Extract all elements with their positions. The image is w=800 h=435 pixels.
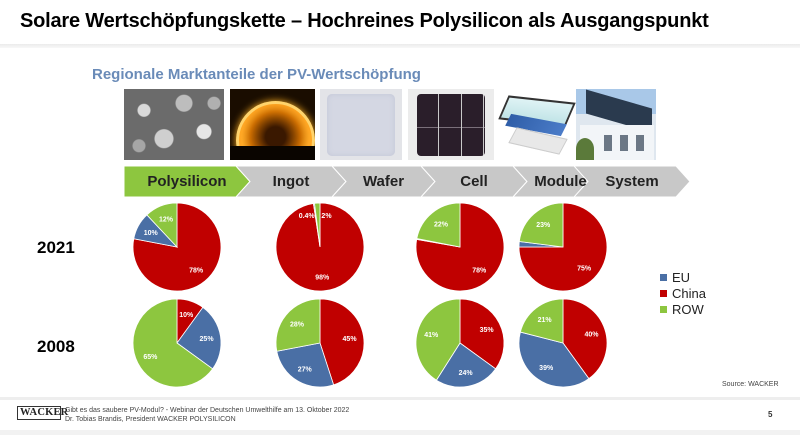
module-layers-image	[496, 89, 576, 160]
slice-row	[518, 202, 564, 248]
chain-step-wafer: Wafer	[332, 166, 435, 197]
slice-label: 0.3%	[418, 213, 435, 220]
slice-china	[562, 298, 608, 380]
legend-item-eu: EU	[660, 269, 706, 285]
slice-label: 10%	[144, 230, 159, 237]
slice-label: 25%	[200, 336, 215, 343]
wafer-image	[320, 89, 402, 160]
chain-step-polysilicon: Polysilicon	[124, 166, 250, 197]
chain-step-system: System	[574, 166, 690, 197]
pie-ingot-2008: 45% 27% 28%	[275, 298, 365, 388]
slice-label: 40%	[584, 331, 599, 338]
source-note: Source: WACKER	[722, 381, 779, 388]
slice-label: 2%	[524, 213, 535, 220]
footer-text: Gibt es das saubere PV-Modul? - Webinar …	[65, 406, 349, 424]
slide-title: Solare Wertschöpfungskette – Hochreines …	[20, 10, 709, 32]
slice-eu	[435, 342, 497, 388]
slice-label: 65%	[143, 354, 158, 361]
row-swatch	[660, 305, 667, 313]
eu-swatch	[660, 273, 667, 281]
slice-label: 28%	[290, 321, 305, 328]
chart-subtitle: Regionale Marktanteile der PV-Wertschöpf…	[92, 66, 421, 83]
slice-china	[459, 298, 505, 370]
house-pv-system-image	[576, 89, 656, 160]
slice-row	[132, 298, 214, 388]
slice-row	[275, 298, 321, 352]
pie-module-2021: 75% 2%23%	[518, 202, 608, 292]
slice-label: 45%	[343, 336, 358, 343]
slice-label: 98%	[315, 274, 330, 281]
footer-line-2: Dr. Tobias Brandis, President WACKER POL…	[65, 416, 236, 423]
chain-step-ingot: Ingot	[236, 166, 346, 197]
slice-label: 39%	[539, 365, 554, 372]
footer-line-1: Gibt es das saubere PV-Modul? - Webinar …	[65, 407, 350, 414]
polysilicon-chunks-image	[124, 89, 224, 160]
legend: EU China ROW	[660, 269, 706, 317]
chain-step-label: Ingot	[272, 173, 310, 190]
value-chain-arrows: Polysilicon Ingot Wafer Cell Module System	[124, 166, 690, 197]
year-label-2008: 2008	[37, 337, 75, 356]
slice-label: 12%	[159, 217, 174, 224]
slice-china	[319, 298, 365, 386]
slice-label: 10%	[179, 312, 194, 319]
pie-cell-2008: 35% 24% 41%	[415, 298, 505, 388]
slice-label: 21%	[538, 317, 553, 324]
legend-item-row: ROW	[660, 301, 706, 317]
footer-bottom-bar	[0, 430, 800, 435]
pie-cell-2021: 78% 0.3%22%	[415, 202, 505, 292]
slice-china	[518, 202, 608, 292]
slice-label: 41%	[424, 332, 439, 339]
chain-step-cell: Cell	[421, 166, 527, 197]
legend-item-china: China	[660, 285, 706, 301]
solar-cell-image	[408, 89, 494, 160]
chain-step-label: Module	[534, 173, 587, 190]
slice-row	[519, 298, 564, 344]
ingot-furnace-image	[230, 89, 315, 160]
slice-row	[146, 202, 178, 249]
slice-label: 2%	[321, 213, 332, 220]
slice-label: 35%	[480, 327, 495, 334]
slice-label: 78%	[189, 268, 204, 275]
slice-eu	[518, 331, 590, 388]
slice-label: 75%	[577, 266, 592, 273]
page-number: 5	[768, 410, 773, 419]
slice-row	[415, 298, 461, 381]
slice-row	[314, 202, 321, 248]
chain-step-label: Cell	[460, 173, 488, 190]
slice-row	[416, 202, 461, 248]
pie-ingot-2021: 98% 0.4% 2%	[275, 202, 365, 292]
footer-divider	[0, 397, 800, 400]
slice-eu	[176, 306, 222, 370]
chain-step-label: System	[605, 173, 659, 190]
pie-module-2008: 40% 39% 21%	[518, 298, 608, 388]
chain-step-module: Module	[513, 166, 608, 197]
slice-eu	[276, 342, 335, 388]
pie-polysilicon-2008: 10% 25% 65%	[132, 298, 222, 388]
wacker-logo: WACKER	[17, 406, 68, 420]
slice-label: 78%	[472, 267, 487, 274]
title-divider	[0, 44, 800, 48]
pie-polysilicon-2021: 78% 10%12%	[132, 202, 222, 292]
slice-label: 24%	[459, 370, 474, 377]
chain-step-label: Polysilicon	[147, 173, 227, 190]
slice-label: 0.4%	[299, 213, 316, 220]
year-label-2021: 2021	[37, 238, 75, 257]
china-swatch	[660, 289, 667, 297]
slice-label: 27%	[298, 366, 313, 373]
chain-step-label: Wafer	[362, 173, 405, 190]
slice-label: 23%	[536, 222, 551, 229]
slice-label: 22%	[434, 221, 449, 228]
